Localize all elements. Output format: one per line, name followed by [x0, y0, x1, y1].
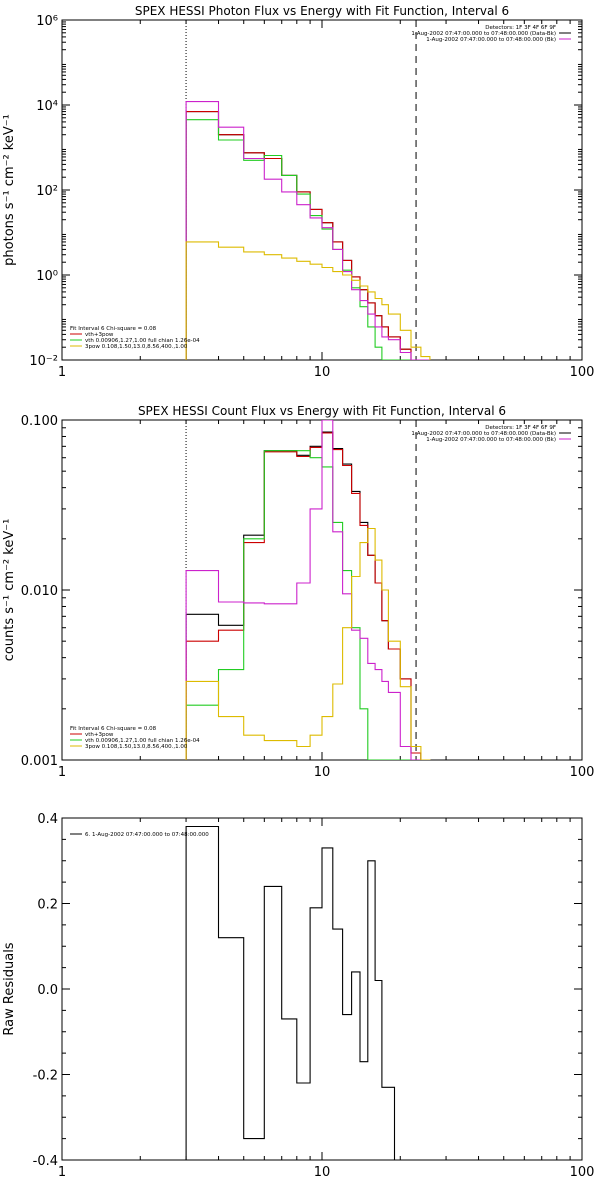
legend-text: 1-Aug-2002 07:47:00.000 to 07:48:00.000 … [411, 31, 556, 37]
series-green-histogram [185, 450, 431, 760]
legend-text: Detectors: 1F 3F 4F 6F 9F [485, 425, 556, 431]
y-tick-label: 0.2 [37, 898, 58, 913]
series-black-histogram [185, 431, 431, 760]
x-tick-label: 10 [314, 765, 331, 780]
legend-text: 1-Aug-2002 07:47:00.000 to 07:48:00.000 … [426, 437, 556, 443]
x-tick-label: 100 [570, 765, 595, 780]
y-tick-label: 10⁶ [36, 14, 58, 29]
legend-text: vth+3pow [85, 732, 114, 738]
y-tick-label: 0.010 [21, 584, 58, 599]
panel-1: SPEX HESSI Photon Flux vs Energy with Fi… [2, 4, 594, 380]
y-tick-label: 0.001 [21, 754, 58, 769]
legend-text: 3pow 0.108,1.50,13.0,8.56,400.,1.00 [85, 744, 188, 750]
legend-text: vth 0.00906,1.27,1.00 full chian 1.26e-0… [85, 738, 200, 744]
series-magenta-histogram [185, 420, 431, 760]
y-tick-label: 10⁴ [36, 99, 58, 114]
y-tick-label: 10⁰ [36, 269, 58, 284]
legend-text: Fit Interval 6 Chi-square = 0.08 [70, 326, 157, 332]
series-magenta-histogram [185, 101, 431, 360]
x-tick-label: 100 [570, 1165, 595, 1180]
plot-frame [61, 19, 583, 361]
legend-text: Fit Interval 6 Chi-square = 0.08 [70, 726, 157, 732]
x-tick-label: 10 [314, 365, 331, 380]
panel-2: SPEX HESSI Count Flux vs Energy with Fit… [2, 404, 594, 780]
chart-title: SPEX HESSI Count Flux vs Energy with Fit… [138, 404, 506, 418]
series-red-histogram [185, 432, 431, 760]
x-tick-label: 1 [58, 1165, 66, 1180]
y-tick-label: -0.2 [33, 1069, 58, 1084]
y-axis-label: counts s⁻¹ cm⁻² keV⁻¹ [2, 519, 17, 662]
series-red-histogram [185, 111, 431, 360]
legend-text: vth 0.00906,1.27,1.00 full chian 1.26e-0… [85, 338, 200, 344]
y-tick-label: -0.4 [33, 1154, 58, 1169]
y-tick-label: 0.4 [37, 812, 58, 827]
legend-text: 6. 1-Aug-2002 07:47:00.000 to 07:48:00.0… [85, 832, 209, 838]
panel-3: Raw Residuals 1 10 100 -0.4 -0.2 0.0 0.2 0.4 6. 1… [2, 812, 594, 1180]
y-tick-label: 0.100 [21, 414, 58, 429]
y-tick-label: 10² [36, 184, 58, 199]
series-black-histogram [185, 111, 431, 360]
series-yellow-histogram [185, 241, 431, 360]
y-axis-label: Raw Residuals [2, 942, 17, 1035]
legend-text: Detectors: 1F 3F 4F 6F 9F [485, 25, 556, 31]
series-black-histogram [185, 825, 401, 1160]
series-green-histogram [185, 119, 431, 360]
y-tick-label: 0.0 [37, 983, 58, 998]
legend-text: 1-Aug-2002 07:47:00.000 to 07:48:00.000 … [411, 431, 556, 437]
x-tick-label: 1 [58, 365, 66, 380]
chart-title: SPEX HESSI Photon Flux vs Energy with Fi… [135, 4, 509, 18]
y-axis-label: photons s⁻¹ cm⁻² keV⁻¹ [2, 114, 17, 266]
series-yellow-histogram [185, 527, 431, 760]
legend-text: 1-Aug-2002 07:47:00.000 to 07:48:00.000 … [426, 37, 556, 43]
x-tick-label: 10 [314, 1165, 331, 1180]
x-tick-label: 1 [58, 765, 66, 780]
legend-text: vth+3pow [85, 332, 114, 338]
legend-text: 3pow 0.108,1.50,13.0,8.56,400.,1.00 [85, 344, 188, 350]
y-tick-label: 10⁻² [29, 354, 58, 369]
x-tick-label: 100 [570, 365, 595, 380]
